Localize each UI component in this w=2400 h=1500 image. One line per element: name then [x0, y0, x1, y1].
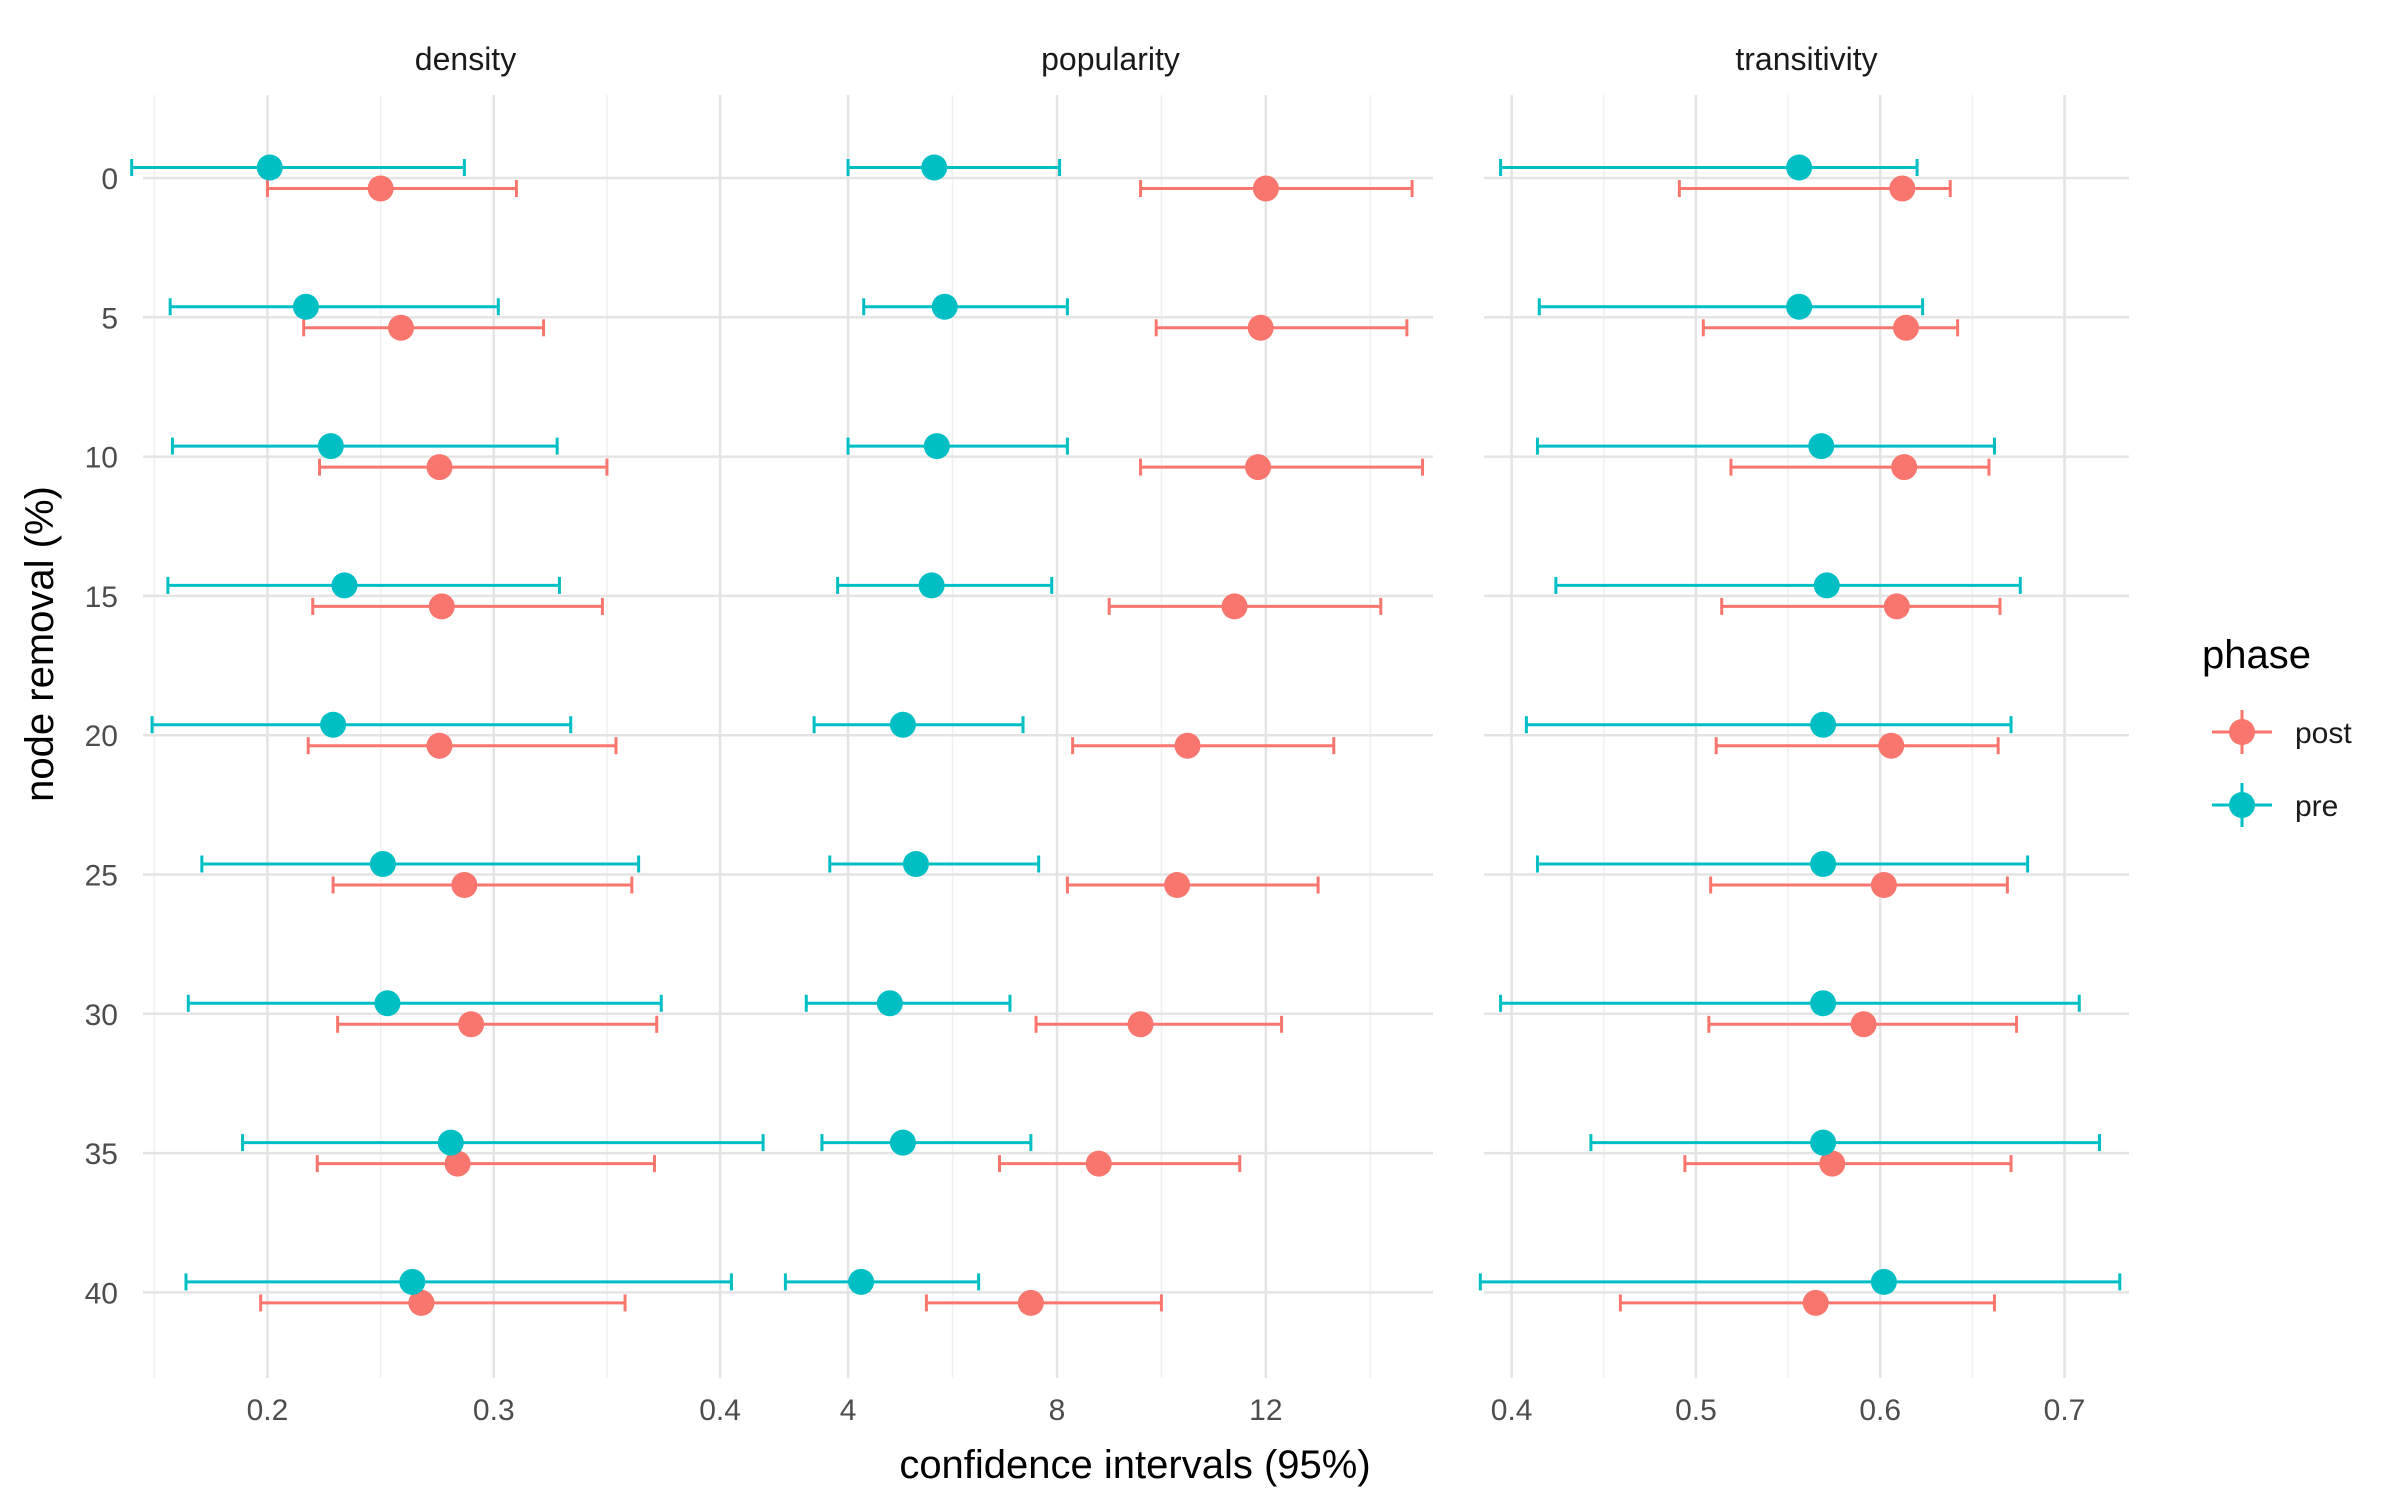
point-estimate — [444, 1150, 471, 1177]
point-estimate — [408, 1289, 435, 1316]
x-tick-label: 12 — [1249, 1394, 1282, 1427]
y-axis-title: node removal (%) — [18, 486, 62, 802]
y-tick-label: 20 — [85, 720, 118, 753]
x-tick-label: 0.4 — [1491, 1394, 1533, 1427]
y-tick-label: 15 — [85, 581, 118, 614]
y-tick-label: 40 — [85, 1277, 118, 1310]
point-estimate — [1247, 314, 1274, 341]
y-axis: 0 5 10 15 20 25 30 35 40 — [85, 163, 118, 1310]
point-estimate — [426, 732, 453, 759]
point-estimate — [1085, 1150, 1112, 1177]
x-tick-label: 8 — [1049, 1394, 1066, 1427]
y-tick-label: 0 — [101, 163, 118, 196]
point-estimate — [1870, 1268, 1897, 1295]
point-estimate — [1017, 1289, 1044, 1316]
series-pre — [130, 154, 765, 1295]
y-tick-label: 10 — [85, 442, 118, 475]
x-tick-label: 0.2 — [247, 1394, 289, 1427]
point-estimate — [1127, 1011, 1154, 1038]
legend-key-post: post — [2212, 710, 2352, 754]
point-estimate — [367, 175, 394, 202]
point-estimate — [428, 593, 455, 620]
y-tick-label: 30 — [85, 999, 118, 1032]
point-estimate — [1808, 433, 1835, 460]
x-tick-label: 0.7 — [2044, 1394, 2086, 1427]
point-estimate — [902, 851, 929, 877]
point-estimate — [1802, 1289, 1829, 1316]
strip-label-popularity: popularity — [1041, 41, 1180, 77]
point-estimate — [1810, 851, 1837, 877]
x-tick-label: 4 — [840, 1394, 857, 1427]
point-estimate — [1891, 454, 1918, 481]
strip-label-transitivity: transitivity — [1735, 41, 1877, 77]
legend-title: phase — [2202, 633, 2311, 677]
point-estimate — [1889, 175, 1916, 202]
point-estimate — [1813, 572, 1840, 599]
series-post — [259, 175, 659, 1316]
series-post — [1618, 175, 2019, 1316]
legend-entries: post pre — [2212, 710, 2352, 827]
y-tick-label: 5 — [101, 302, 118, 335]
point-estimate — [1252, 175, 1279, 202]
point-estimate — [889, 1129, 916, 1156]
panel-popularity: 4 8 12 popularity — [783, 41, 1433, 1427]
legend-key-pre: pre — [2212, 783, 2338, 827]
legend-point — [2229, 719, 2255, 745]
point-estimate — [1819, 1150, 1846, 1177]
point-estimate — [1174, 732, 1201, 759]
legend-label: pre — [2295, 790, 2338, 823]
point-estimate — [331, 572, 358, 599]
point-estimate — [426, 454, 453, 481]
y-tick-label: 35 — [85, 1138, 118, 1171]
point-estimate — [889, 711, 916, 738]
point-estimate — [1810, 711, 1837, 738]
point-estimate — [369, 851, 396, 877]
point-estimate — [1850, 1011, 1877, 1038]
point-estimate — [256, 154, 283, 181]
panel-density: 0.2 0.3 0.4 density — [130, 41, 788, 1427]
strip-label-density: density — [415, 41, 516, 77]
point-estimate — [458, 1011, 485, 1038]
point-estimate — [848, 1268, 875, 1295]
y-tick-label: 25 — [85, 860, 118, 893]
point-estimate — [1883, 593, 1910, 620]
series-pre — [1478, 154, 2122, 1295]
point-estimate — [388, 314, 414, 341]
point-estimate — [320, 711, 347, 738]
x-tick-label: 0.4 — [699, 1394, 741, 1427]
x-tick-label: 0.5 — [1675, 1394, 1717, 1427]
x-tick-label: 0.3 — [473, 1394, 515, 1427]
point-estimate — [921, 154, 948, 181]
point-estimate — [1870, 872, 1897, 898]
point-estimate — [437, 1129, 464, 1156]
point-estimate — [918, 572, 945, 599]
x-tick-label: 0.6 — [1859, 1394, 1901, 1427]
series-pre — [783, 154, 1069, 1295]
point-estimate — [923, 433, 950, 460]
point-estimate — [451, 872, 478, 898]
point-estimate — [1878, 732, 1905, 759]
legend-label: post — [2295, 717, 2352, 750]
point-estimate — [1221, 593, 1248, 620]
point-estimate — [1164, 872, 1191, 898]
x-axis-title: confidence intervals (95%) — [899, 1443, 1370, 1487]
legend: phase post pre — [2202, 633, 2352, 827]
point-estimate — [876, 990, 903, 1017]
series-post — [924, 175, 1425, 1316]
point-estimate — [1893, 314, 1920, 341]
point-estimate — [1786, 293, 1813, 320]
point-estimate — [1786, 154, 1813, 181]
point-estimate — [1810, 990, 1837, 1017]
point-estimate — [1810, 1129, 1837, 1156]
point-estimate — [1245, 454, 1272, 481]
point-estimate — [374, 990, 401, 1017]
legend-point — [2229, 792, 2255, 818]
point-estimate — [399, 1268, 426, 1295]
point-estimate — [292, 293, 319, 320]
point-estimate — [317, 433, 344, 460]
panel-transitivity: 0.4 0.5 0.6 0.7 transitivity — [1478, 41, 2129, 1427]
point-estimate — [931, 293, 958, 320]
